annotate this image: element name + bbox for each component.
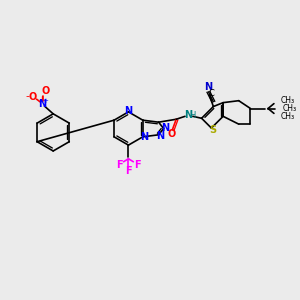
Text: N: N xyxy=(157,131,165,141)
Text: H: H xyxy=(190,111,196,120)
Text: N: N xyxy=(204,82,212,92)
Text: O: O xyxy=(41,86,50,96)
Text: -: - xyxy=(26,91,30,101)
Text: CH₃: CH₃ xyxy=(281,96,295,105)
Text: N: N xyxy=(38,99,46,109)
Text: CH₃: CH₃ xyxy=(283,104,297,113)
Text: F: F xyxy=(116,160,123,170)
Text: O: O xyxy=(28,92,37,102)
Text: N: N xyxy=(161,122,169,133)
Text: CH₃: CH₃ xyxy=(281,112,295,121)
Text: N: N xyxy=(124,106,133,116)
Text: +: + xyxy=(42,98,48,104)
Text: N: N xyxy=(140,132,148,142)
Text: F: F xyxy=(134,160,140,170)
Text: O: O xyxy=(167,129,176,139)
Text: N: N xyxy=(184,110,192,120)
Text: F: F xyxy=(125,166,132,176)
Text: S: S xyxy=(209,125,216,135)
Text: C: C xyxy=(208,89,214,98)
